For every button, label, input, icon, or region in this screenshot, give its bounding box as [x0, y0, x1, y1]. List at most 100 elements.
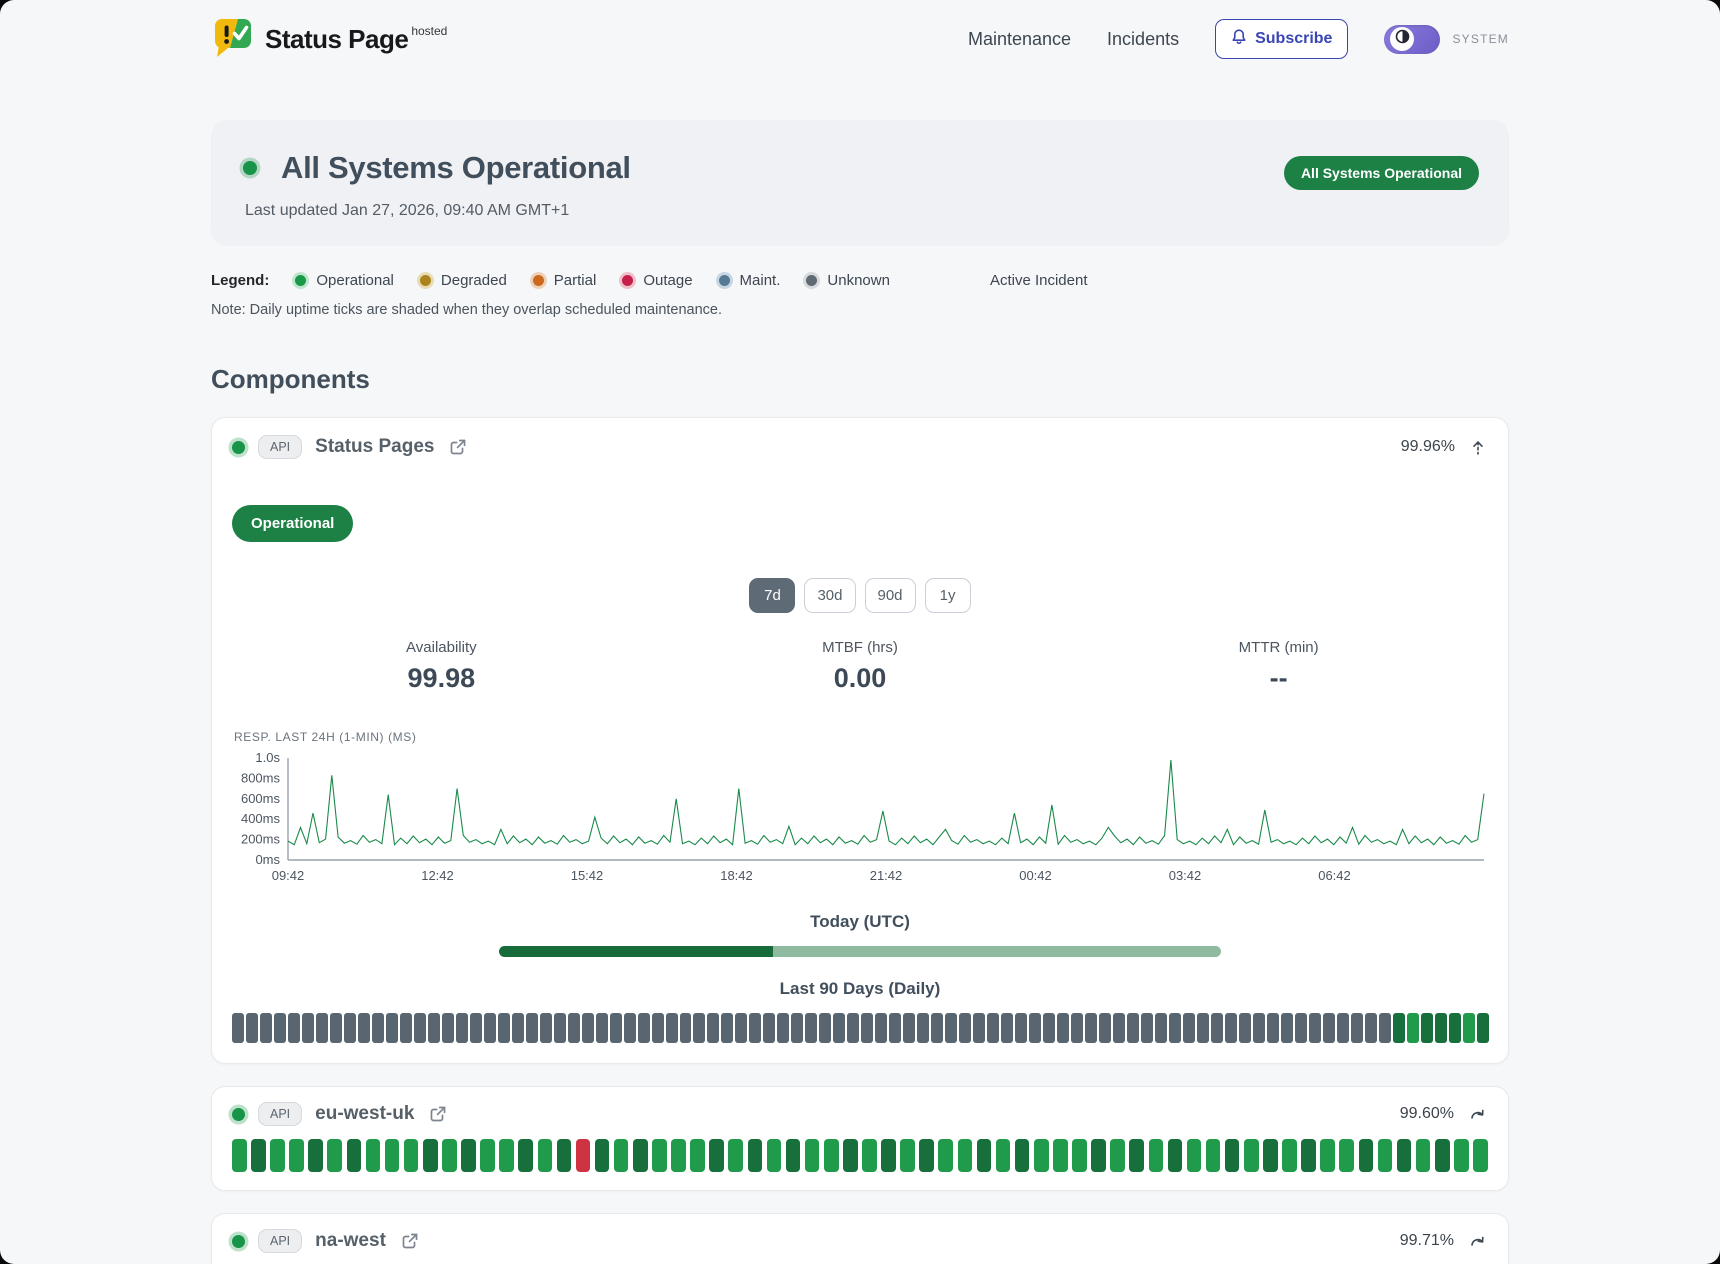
- component-name[interactable]: na-west: [315, 1230, 386, 1251]
- uptime-tick[interactable]: [371, 1013, 384, 1043]
- uptime-tick[interactable]: [1224, 1139, 1240, 1172]
- uptime-tick[interactable]: [1377, 1139, 1393, 1172]
- uptime-tick[interactable]: [976, 1139, 992, 1172]
- uptime-tick[interactable]: [1358, 1139, 1374, 1172]
- uptime-tick[interactable]: [1473, 1139, 1488, 1172]
- uptime-tick[interactable]: [1014, 1139, 1030, 1172]
- subscribe-button[interactable]: Subscribe: [1215, 19, 1349, 59]
- expand-icon[interactable]: [1467, 1232, 1488, 1251]
- uptime-tick[interactable]: [1396, 1139, 1412, 1172]
- uptime-tick[interactable]: [232, 1139, 247, 1172]
- uptime-tick[interactable]: [875, 1013, 888, 1043]
- today-progress-bar[interactable]: [499, 946, 1221, 957]
- uptime-tick[interactable]: [581, 1013, 594, 1043]
- uptime-tick[interactable]: [917, 1013, 930, 1043]
- uptime-tick[interactable]: [343, 1013, 356, 1043]
- uptime-tick[interactable]: [862, 1139, 877, 1172]
- uptime-tick[interactable]: [1322, 1013, 1335, 1043]
- uptime-tick[interactable]: [766, 1139, 782, 1172]
- uptime-tick[interactable]: [1301, 1139, 1316, 1172]
- uptime-tick[interactable]: [365, 1139, 381, 1172]
- uptime-tick[interactable]: [441, 1013, 454, 1043]
- external-link-icon[interactable]: [427, 1103, 449, 1125]
- uptime-tick[interactable]: [1015, 1013, 1028, 1043]
- uptime-tick[interactable]: [1154, 1013, 1167, 1043]
- uptime-tick[interactable]: [1168, 1013, 1181, 1043]
- uptime-tick[interactable]: [232, 1013, 244, 1043]
- uptime-tick[interactable]: [567, 1013, 580, 1043]
- uptime-tick[interactable]: [442, 1139, 457, 1172]
- uptime-tick[interactable]: [413, 1013, 426, 1043]
- uptime-tick[interactable]: [346, 1139, 362, 1172]
- uptime-tick[interactable]: [245, 1013, 258, 1043]
- uptime-tick[interactable]: [575, 1139, 591, 1172]
- range-button-7d[interactable]: 7d: [749, 578, 796, 613]
- nav-maintenance[interactable]: Maintenance: [967, 28, 1072, 49]
- uptime-tick[interactable]: [1266, 1013, 1279, 1043]
- theme-toggle[interactable]: [1384, 24, 1441, 54]
- external-link-icon[interactable]: [399, 1230, 421, 1252]
- uptime-tick[interactable]: [329, 1013, 342, 1043]
- uptime-tick[interactable]: [1434, 1139, 1450, 1172]
- uptime-tick[interactable]: [959, 1013, 972, 1043]
- uptime-tick[interactable]: [1057, 1013, 1070, 1043]
- uptime-tick[interactable]: [1186, 1139, 1202, 1172]
- uptime-tick[interactable]: [1280, 1013, 1293, 1043]
- uptime-tick[interactable]: [973, 1013, 986, 1043]
- uptime-tick[interactable]: [1320, 1139, 1335, 1172]
- uptime-tick[interactable]: [735, 1013, 748, 1043]
- uptime-tick[interactable]: [1406, 1013, 1419, 1043]
- uptime-tick[interactable]: [270, 1139, 285, 1172]
- expand-icon[interactable]: [1467, 1105, 1488, 1124]
- uptime-tick[interactable]: [707, 1013, 720, 1043]
- uptime-tick[interactable]: [613, 1139, 629, 1172]
- uptime-tick[interactable]: [289, 1139, 304, 1172]
- uptime-tick[interactable]: [819, 1013, 832, 1043]
- uptime-tick[interactable]: [1339, 1139, 1355, 1172]
- uptime-tick[interactable]: [679, 1013, 692, 1043]
- uptime-tick[interactable]: [1053, 1139, 1068, 1172]
- uptime-tick[interactable]: [995, 1139, 1011, 1172]
- uptime-tick[interactable]: [693, 1013, 706, 1043]
- uptime-tick[interactable]: [251, 1139, 266, 1172]
- range-button-30d[interactable]: 30d: [804, 578, 856, 613]
- uptime-tick[interactable]: [919, 1139, 934, 1172]
- uptime-tick[interactable]: [399, 1013, 412, 1043]
- uptime-tick[interactable]: [385, 1013, 398, 1043]
- uptime-tick[interactable]: [609, 1013, 622, 1043]
- uptime-tick[interactable]: [1113, 1013, 1125, 1043]
- uptime-tick[interactable]: [665, 1013, 678, 1043]
- uptime-tick[interactable]: [1308, 1013, 1321, 1043]
- uptime-tick[interactable]: [637, 1013, 650, 1043]
- uptime-tick[interactable]: [1091, 1139, 1106, 1172]
- uptime-tick[interactable]: [1033, 1139, 1049, 1172]
- uptime-tick[interactable]: [1434, 1013, 1447, 1043]
- uptime-tick[interactable]: [1252, 1013, 1265, 1043]
- component-name[interactable]: Status Pages: [315, 436, 435, 457]
- uptime-tick[interactable]: [259, 1013, 272, 1043]
- uptime-tick[interactable]: [1210, 1013, 1223, 1043]
- uptime-tick[interactable]: [1029, 1013, 1042, 1043]
- uptime-tick[interactable]: [483, 1013, 496, 1043]
- uptime-tick[interactable]: [315, 1013, 328, 1043]
- uptime-tick[interactable]: [889, 1013, 902, 1043]
- uptime-tick[interactable]: [1378, 1013, 1391, 1043]
- uptime-tick[interactable]: [791, 1013, 804, 1043]
- uptime-tick[interactable]: [1129, 1139, 1144, 1172]
- uptime-tick[interactable]: [1282, 1139, 1297, 1172]
- uptime-tick[interactable]: [823, 1139, 839, 1172]
- uptime-tick[interactable]: [847, 1013, 860, 1043]
- uptime-tick[interactable]: [1243, 1139, 1259, 1172]
- uptime-tick[interactable]: [1415, 1139, 1431, 1172]
- uptime-tick[interactable]: [327, 1139, 343, 1172]
- uptime-tick[interactable]: [903, 1013, 916, 1043]
- uptime-tick[interactable]: [805, 1013, 818, 1043]
- uptime-tick[interactable]: [301, 1013, 314, 1043]
- uptime-tick[interactable]: [287, 1013, 300, 1043]
- uptime-tick[interactable]: [945, 1013, 958, 1043]
- uptime-tick[interactable]: [403, 1139, 419, 1172]
- collapse-icon[interactable]: [1468, 437, 1488, 458]
- uptime-tick[interactable]: [273, 1013, 286, 1043]
- uptime-tick[interactable]: [594, 1139, 610, 1172]
